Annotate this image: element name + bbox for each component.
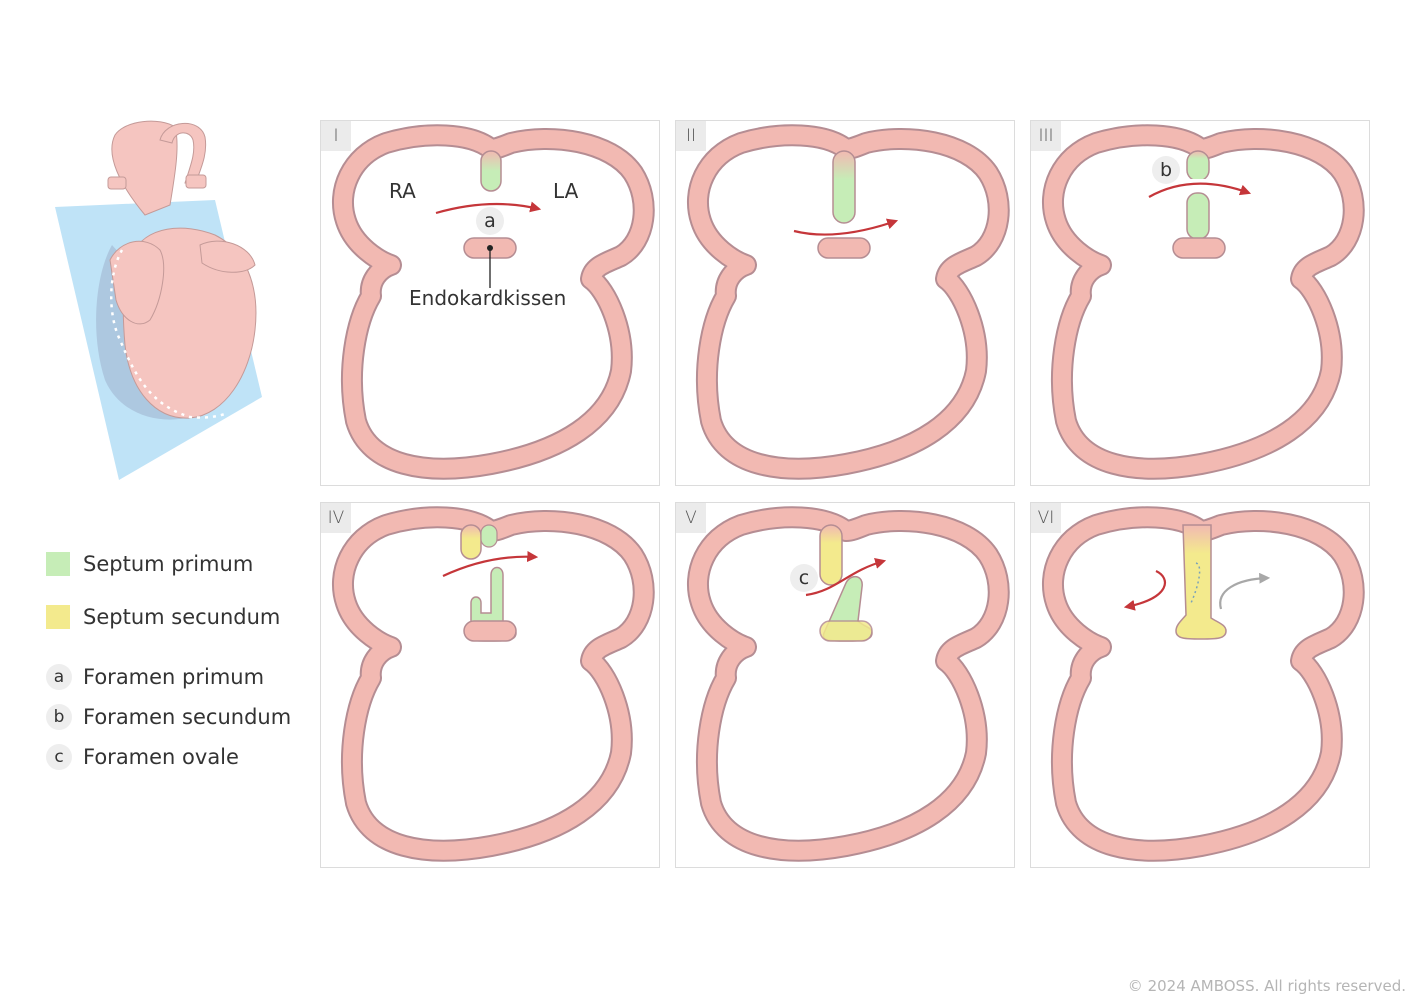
atrium-left: [109, 240, 165, 325]
heart-section-diagram: [1042, 124, 1365, 480]
right-atrium-label: RA: [389, 179, 416, 203]
septum-primum-lower: [1186, 192, 1210, 240]
stage-label: I: [321, 121, 351, 151]
septum-primum-upper: [480, 524, 498, 548]
flow-arrow-right: [1219, 572, 1271, 610]
stage-panel-4: IV: [320, 502, 660, 868]
heart-section-diagram: [687, 124, 1010, 480]
letter-badge: b: [46, 704, 72, 730]
stage-label: V: [676, 503, 706, 533]
legend-label: Septum primum: [83, 552, 254, 576]
septum-secundum: [460, 524, 482, 560]
heart-wall: [689, 126, 1008, 478]
atrium-right: [199, 240, 256, 273]
heart-overview-illustration: [55, 120, 262, 480]
stage-label: II: [676, 121, 706, 151]
flow-arrow: [442, 551, 539, 577]
legend-label: Septum secundum: [83, 605, 281, 629]
heart-section-diagram: [332, 124, 655, 480]
endocardial-cushion-label: Endokardkissen: [409, 286, 567, 310]
stage-panel-3: III b: [1030, 120, 1370, 486]
endocardial-cushion: [817, 237, 871, 259]
letter-badge: a: [46, 664, 72, 690]
septum-secundum: [819, 524, 843, 586]
legend-label: Foramen secundum: [83, 705, 292, 729]
endocardial-cushion: [1172, 237, 1226, 259]
fused-atrial-septum: [1175, 524, 1227, 640]
foramen-primum-marker: a: [476, 207, 504, 235]
septum-primum-upper: [1186, 150, 1210, 182]
section-outline-dotted: [110, 249, 229, 419]
legend-label: Foramen primum: [83, 665, 265, 689]
outflow-tract: [111, 120, 178, 216]
flow-arrow: [1148, 182, 1252, 198]
heart-section-diagram: [1042, 506, 1365, 862]
copyright-notice: © 2024 AMBOSS. All rights reserved.: [1127, 977, 1406, 995]
legend-item-septum-secundum: Septum secundum: [46, 605, 280, 629]
legend-item-foramen-secundum: b Foramen secundum: [46, 704, 291, 730]
legend-item-foramen-ovale: c Foramen ovale: [46, 744, 239, 770]
legend-item-septum-primum: Septum primum: [46, 552, 253, 576]
heart-wall: [689, 508, 1008, 860]
stage-panel-6: VI: [1030, 502, 1370, 868]
stage-label: III: [1031, 121, 1061, 151]
stage-panel-2: II: [675, 120, 1015, 486]
septum-secundum-swatch: [46, 605, 70, 629]
fossa-ovalis-outline: [1190, 562, 1201, 604]
flow-arrow-left: [1123, 570, 1166, 611]
flow-arrow: [793, 218, 899, 236]
septum-primum: [832, 150, 856, 224]
letter-badge: c: [46, 744, 72, 770]
heart-section-diagram: [332, 506, 655, 862]
foramen-ovale-marker: c: [790, 564, 818, 592]
endocardial-cushion: [463, 620, 517, 642]
heart-section-diagram: [687, 506, 1010, 862]
heart-wall: [1044, 126, 1363, 478]
septum-primum: [480, 150, 502, 192]
stage-label: VI: [1031, 503, 1061, 533]
legend-label: Foramen ovale: [83, 745, 239, 769]
flow-arrow: [435, 201, 542, 215]
heart-wall: [334, 508, 653, 860]
stage-panel-1: I RA LA a Endokardkissen: [320, 120, 660, 486]
left-atrium-label: LA: [553, 179, 579, 203]
heart-wall: [334, 126, 653, 478]
flow-arrow: [805, 558, 887, 597]
legend-item-foramen-primum: a Foramen primum: [46, 664, 264, 690]
heart-wall: [1044, 508, 1363, 860]
foramen-secundum-marker: b: [1152, 156, 1180, 184]
vessel-stub-right: [185, 174, 207, 189]
stage-label: IV: [321, 503, 351, 533]
vessel-stub-left: [107, 176, 127, 190]
endocardial-cushion: [819, 620, 873, 642]
septum-primum-swatch: [46, 552, 70, 576]
